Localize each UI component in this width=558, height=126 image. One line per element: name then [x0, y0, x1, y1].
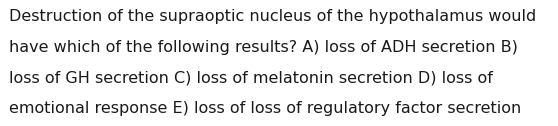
Text: have which of the following results? A) loss of ADH secretion B): have which of the following results? A) …	[9, 40, 518, 55]
Text: Destruction of the supraoptic nucleus of the hypothalamus would: Destruction of the supraoptic nucleus of…	[9, 9, 536, 24]
Text: emotional response E) loss of loss of regulatory factor secretion: emotional response E) loss of loss of re…	[9, 101, 521, 116]
Text: loss of GH secretion C) loss of melatonin secretion D) loss of: loss of GH secretion C) loss of melatoni…	[9, 71, 493, 86]
